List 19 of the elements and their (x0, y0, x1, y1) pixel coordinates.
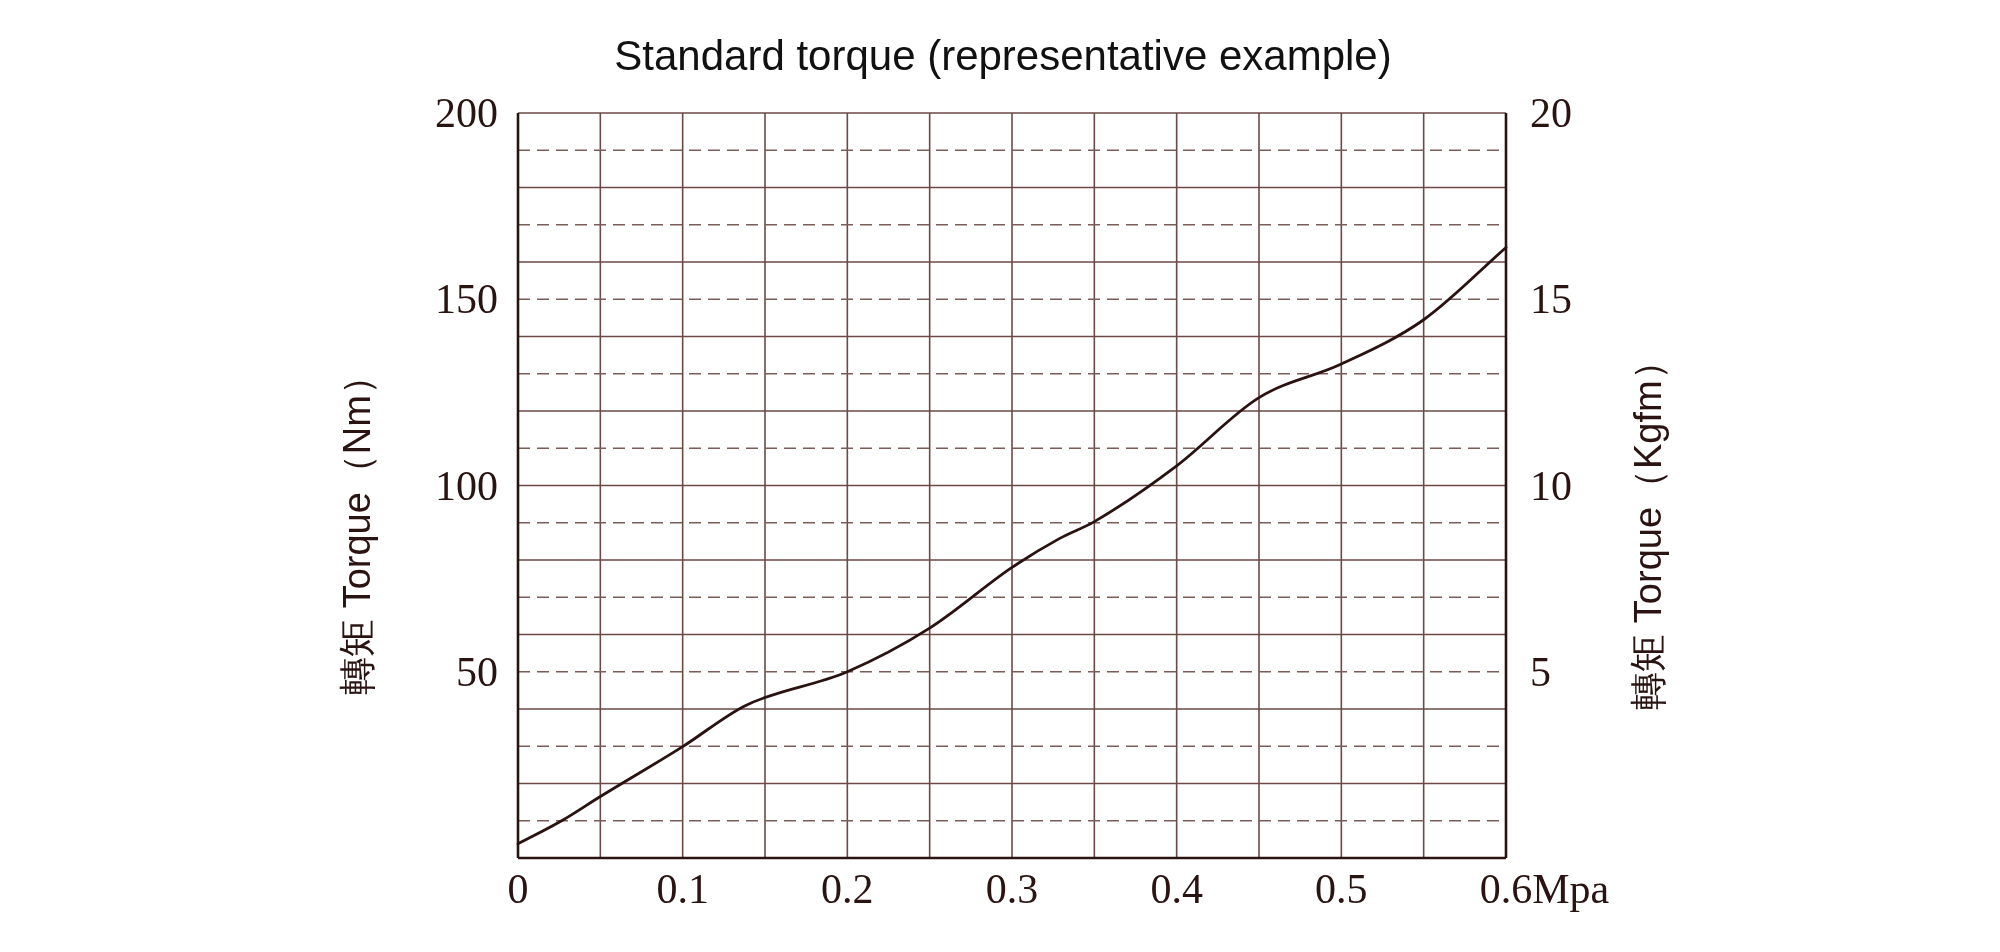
y-tick-label: 100 (435, 462, 498, 509)
x-tick-label: 0.4 (1150, 866, 1203, 912)
y2-tick-label: 5 (1530, 648, 1551, 695)
y-tick-label: 150 (435, 276, 498, 323)
y2-tick-label: 15 (1530, 276, 1572, 323)
y-tick-label: 200 (435, 90, 498, 136)
y-axis-title: 轉矩 Torque（Nm） (336, 357, 378, 695)
x-tick-label: 0.5 (1315, 866, 1368, 912)
y2-tick-label: 20 (1530, 90, 1572, 136)
chart-title: Standard torque (representative example) (614, 32, 1392, 79)
x-tick-label: 0.6 (1479, 866, 1533, 912)
y2-axis-title: 轉矩 Torque（Kgfm） (1627, 342, 1669, 710)
y-tick-label: 50 (456, 648, 498, 695)
x-tick-label: 0.2 (821, 866, 874, 912)
x-tick-label: 0.1 (656, 866, 709, 912)
x-axis-title: Mpa (1532, 866, 1610, 912)
y2-tick-label: 10 (1530, 462, 1572, 509)
x-tick-label: 0.3 (985, 866, 1039, 912)
x-tick-label: 0 (507, 866, 529, 912)
